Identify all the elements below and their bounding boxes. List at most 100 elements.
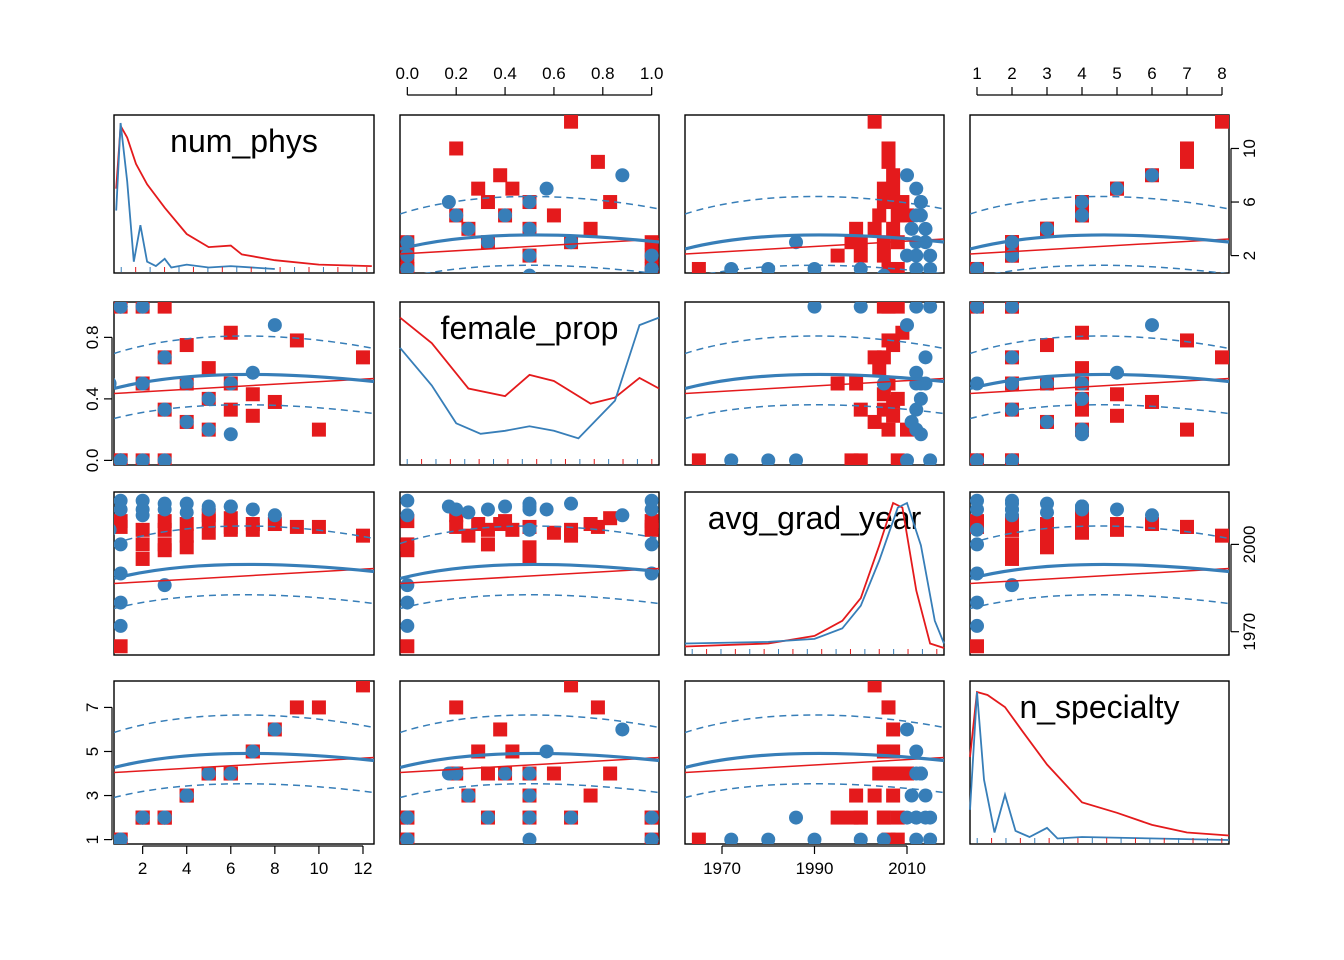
blue-point [135,810,150,825]
blue-point [539,502,554,517]
smoother-upper-band [685,714,944,734]
red-point [644,514,659,529]
red-point [849,221,864,236]
density-curve-female_prop_red [399,316,660,405]
panel-avg_grad_year-vs-num_phys [113,491,375,656]
blue-point [1075,376,1089,391]
tick-label: 2 [1240,251,1259,260]
red-point [844,235,859,250]
blue-point [1145,508,1159,523]
blue-point [615,508,630,523]
left-axis-n_specialty [104,706,113,841]
tick-label: 8 [1217,64,1226,83]
smoother-upper-band [970,525,1229,545]
red-point [876,302,891,314]
tick-label: 0.6 [542,64,566,83]
smoother-lower-band [114,594,374,610]
red-point [603,511,618,526]
red-point [853,402,868,417]
panel-marks [970,115,1229,273]
smoother-upper-band [114,714,374,734]
blue-point [853,302,868,314]
smoother-upper-band [970,195,1229,215]
blue-point [970,502,984,517]
blue-point [245,365,260,380]
panel-num_phys-vs-avg_grad_year [684,114,945,274]
blue-point [1005,402,1019,417]
blue-point [267,508,282,523]
smoother-lower-band [114,783,374,799]
right-axis-avg_grad_year [1230,543,1239,633]
red-point [590,154,605,169]
blue-point [461,788,476,803]
blue-point [807,832,822,844]
panel-marks [685,681,944,844]
smoother-lower-band [685,404,944,420]
panel-n_specialty-vs-n_specialty: n_specialty [969,680,1230,845]
blue-point [1040,376,1054,391]
blue-point [564,810,579,825]
red-point [1110,517,1124,532]
red-point [886,221,901,236]
tick-label: 2000 [1240,525,1259,563]
density-curve-avg_grad_year_blue [684,501,945,645]
blue-point [523,268,536,273]
blue-point [904,221,919,236]
red-point [471,181,486,196]
red-point [179,540,194,555]
blue-point [853,261,868,273]
red-point [970,639,984,654]
panel-frame [969,680,1230,845]
smoother-lower-band [685,783,944,799]
blue-point [522,499,537,514]
blue-point [498,208,513,223]
top-axis-n_specialty [976,87,1223,96]
blue-point [724,832,739,844]
blue-point [913,195,928,210]
red-point [881,700,896,715]
red-point [311,700,326,715]
red-point [564,681,579,693]
smoother-line [970,562,1229,581]
red-point [691,453,706,465]
smoother-lower-band [114,404,374,420]
smoother-line [114,372,374,391]
red-point [867,115,882,129]
red-point [890,832,905,844]
tick-label: 4 [182,859,191,878]
blue-point [135,508,150,523]
blue-point [1110,502,1124,517]
red-point [872,361,887,376]
blue-point [900,453,914,465]
panel-n_specialty-vs-num_phys [113,680,375,845]
blue-point [1005,496,1019,511]
blue-point [564,496,579,511]
tick-label: 1.0 [640,64,664,83]
tick-label: 4 [1077,64,1086,83]
blue-point [644,261,659,273]
blue-point [498,499,513,514]
panel-avg_grad_year-vs-n_specialty [969,491,1230,656]
red-point [1145,394,1159,409]
red-point [849,788,864,803]
smoother-lower-band [400,783,659,799]
blue-point [480,235,495,250]
blue-point [1075,499,1089,514]
panel-avg_grad_year-vs-avg_grad_year: avg_grad_year [684,491,945,656]
blue-point [761,261,776,273]
blue-point [1075,427,1089,442]
smoother-line [114,751,374,770]
smoother-upper-band [685,335,944,355]
tick-label: 0.0 [396,64,420,83]
red-point [1215,528,1229,543]
blue-point [400,595,415,610]
red-point [1110,408,1124,423]
tick-label: 5 [83,747,102,756]
red-point [245,387,260,402]
red-point [480,195,495,210]
blue-point [913,766,928,781]
panel-frame [113,114,375,274]
panel-n_specialty-vs-female_prop [399,680,660,845]
red-point [867,414,882,429]
blue-point [644,537,659,552]
